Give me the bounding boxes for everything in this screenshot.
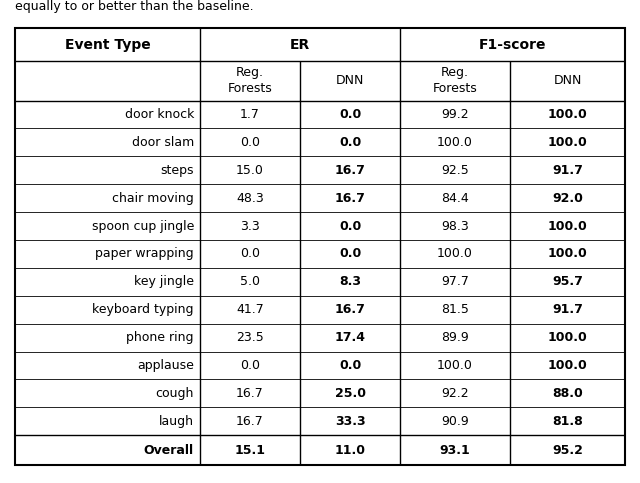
Text: 16.7: 16.7 <box>335 164 365 177</box>
Text: 89.9: 89.9 <box>441 331 469 344</box>
Text: 84.4: 84.4 <box>441 192 469 205</box>
Text: 95.7: 95.7 <box>552 275 583 288</box>
Text: laugh: laugh <box>159 415 194 428</box>
Text: 91.7: 91.7 <box>552 164 583 177</box>
Text: 100.0: 100.0 <box>548 359 588 372</box>
Text: 100.0: 100.0 <box>548 331 588 344</box>
Text: cough: cough <box>156 387 194 400</box>
Text: 92.5: 92.5 <box>441 164 469 177</box>
Text: 15.1: 15.1 <box>234 443 266 456</box>
Text: door slam: door slam <box>132 136 194 149</box>
Text: 17.4: 17.4 <box>335 331 365 344</box>
Text: DNN: DNN <box>336 74 364 87</box>
Text: key jingle: key jingle <box>134 275 194 288</box>
Text: 0.0: 0.0 <box>240 136 260 149</box>
Text: applause: applause <box>137 359 194 372</box>
Text: 33.3: 33.3 <box>335 415 365 428</box>
Text: phone ring: phone ring <box>127 331 194 344</box>
Text: equally to or better than the baseline.: equally to or better than the baseline. <box>15 0 253 13</box>
Text: Reg.
Forests: Reg. Forests <box>433 67 477 96</box>
Text: 16.7: 16.7 <box>335 303 365 316</box>
Text: 100.0: 100.0 <box>437 247 473 260</box>
Text: 90.9: 90.9 <box>441 415 469 428</box>
Text: 16.7: 16.7 <box>335 192 365 205</box>
Text: DNN: DNN <box>554 74 582 87</box>
Text: 91.7: 91.7 <box>552 303 583 316</box>
Text: 100.0: 100.0 <box>548 136 588 149</box>
Text: 23.5: 23.5 <box>236 331 264 344</box>
Text: 92.2: 92.2 <box>441 387 469 400</box>
Text: 25.0: 25.0 <box>335 387 365 400</box>
Text: 16.7: 16.7 <box>236 415 264 428</box>
Text: 99.2: 99.2 <box>441 108 469 121</box>
Text: keyboard typing: keyboard typing <box>93 303 194 316</box>
Text: 0.0: 0.0 <box>339 359 361 372</box>
Text: 41.7: 41.7 <box>236 303 264 316</box>
Text: steps: steps <box>161 164 194 177</box>
Text: paper wrapping: paper wrapping <box>95 247 194 260</box>
Text: 93.1: 93.1 <box>440 443 470 456</box>
Text: chair moving: chair moving <box>112 192 194 205</box>
Text: 88.0: 88.0 <box>552 387 583 400</box>
Text: 97.7: 97.7 <box>441 275 469 288</box>
Text: 0.0: 0.0 <box>240 359 260 372</box>
Text: 98.3: 98.3 <box>441 220 469 232</box>
Text: 15.0: 15.0 <box>236 164 264 177</box>
Text: F1-score: F1-score <box>479 38 547 52</box>
Text: 81.8: 81.8 <box>552 415 583 428</box>
Text: 100.0: 100.0 <box>548 247 588 260</box>
Text: 100.0: 100.0 <box>548 220 588 232</box>
Text: Overall: Overall <box>144 443 194 456</box>
Text: Event Type: Event Type <box>65 38 150 52</box>
Text: 48.3: 48.3 <box>236 192 264 205</box>
Text: 92.0: 92.0 <box>552 192 583 205</box>
Text: 3.3: 3.3 <box>240 220 260 232</box>
Text: 100.0: 100.0 <box>437 359 473 372</box>
Text: door knock: door knock <box>125 108 194 121</box>
Text: 0.0: 0.0 <box>240 247 260 260</box>
Text: 11.0: 11.0 <box>335 443 365 456</box>
Text: spoon cup jingle: spoon cup jingle <box>92 220 194 232</box>
Text: 5.0: 5.0 <box>240 275 260 288</box>
Text: ER: ER <box>290 38 310 52</box>
Text: Reg.
Forests: Reg. Forests <box>228 67 273 96</box>
Text: 0.0: 0.0 <box>339 220 361 232</box>
Text: 95.2: 95.2 <box>552 443 583 456</box>
Text: 16.7: 16.7 <box>236 387 264 400</box>
Text: 0.0: 0.0 <box>339 108 361 121</box>
Text: 0.0: 0.0 <box>339 247 361 260</box>
Text: 81.5: 81.5 <box>441 303 469 316</box>
Text: 100.0: 100.0 <box>437 136 473 149</box>
Text: 1.7: 1.7 <box>240 108 260 121</box>
Text: 0.0: 0.0 <box>339 136 361 149</box>
Text: 100.0: 100.0 <box>548 108 588 121</box>
Text: 8.3: 8.3 <box>339 275 361 288</box>
